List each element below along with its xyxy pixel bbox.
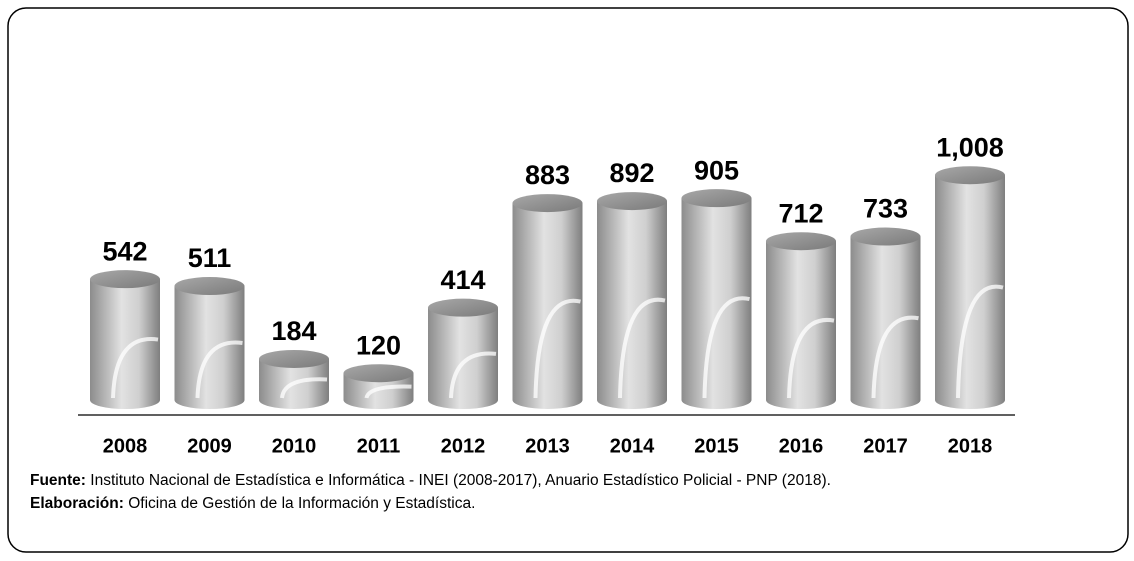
cylinder	[512, 203, 583, 409]
cylinder-top	[681, 189, 752, 208]
x-tick-label: 2011	[357, 435, 400, 457]
x-tick-label: 2013	[525, 435, 570, 457]
value-label: 542	[102, 236, 147, 266]
cylinder-top	[935, 166, 1005, 185]
cylinder	[428, 307, 498, 409]
cylinder	[90, 279, 160, 409]
x-tick-label: 2017	[863, 435, 908, 457]
value-label: 905	[694, 155, 739, 185]
highlight	[364, 384, 412, 399]
x-tick-label: 2012	[441, 435, 486, 457]
value-label: 184	[271, 316, 316, 346]
x-tick-label: 2010	[272, 435, 317, 457]
highlight	[280, 377, 328, 399]
value-label: 120	[356, 330, 401, 360]
cylinder-top	[766, 232, 836, 251]
highlight	[449, 351, 497, 399]
source: Fuente: Instituto Nacional de Estadístic…	[30, 472, 831, 489]
x-tick-label: 2014	[610, 435, 655, 457]
cylinder	[766, 241, 836, 409]
cylinder	[935, 175, 1005, 409]
highlight	[871, 315, 919, 399]
value-label: 511	[188, 243, 232, 273]
value-label: 733	[863, 194, 908, 224]
cylinder-top	[428, 298, 498, 317]
x-tick-label: 2009	[187, 435, 232, 457]
source-text: Instituto Nacional de Estadística e Info…	[90, 472, 831, 489]
value-label: 1,008	[936, 132, 1004, 162]
frame	[7, 7, 1129, 553]
highlight	[111, 337, 159, 399]
value-label: 883	[525, 160, 570, 190]
value-label: 892	[609, 158, 654, 188]
x-tick-label: 2016	[779, 435, 824, 457]
cylinder-top	[343, 364, 414, 383]
highlight	[702, 296, 750, 399]
x-tick-label: 2015	[694, 435, 739, 457]
elaboration: Elaboración: Oficina de Gestión de la In…	[30, 495, 475, 512]
source-label: Fuente:	[30, 472, 86, 489]
highlight	[533, 298, 581, 399]
highlight	[787, 317, 835, 399]
elaboration-label: Elaboración:	[30, 495, 124, 512]
cylinder-top	[174, 277, 245, 296]
cylinder-top	[90, 270, 160, 289]
cylinder-top	[597, 192, 667, 211]
highlight	[618, 297, 666, 399]
cylinder-top	[850, 227, 921, 246]
cylinder	[174, 286, 245, 410]
highlight	[956, 284, 1004, 399]
cylinder-top	[512, 194, 583, 213]
cylinder	[343, 373, 414, 410]
cylinder	[597, 201, 667, 409]
value-label: 712	[778, 198, 823, 228]
value-label: 414	[440, 265, 485, 295]
x-tick-label: 2008	[103, 435, 148, 457]
x-tick-label: 2018	[948, 435, 993, 457]
cylinder	[681, 198, 752, 410]
elaboration-text: Oficina de Gestión de la Información y E…	[128, 495, 475, 512]
cylinder-top	[259, 349, 329, 368]
cylinder	[850, 236, 921, 410]
highlight	[195, 340, 243, 399]
